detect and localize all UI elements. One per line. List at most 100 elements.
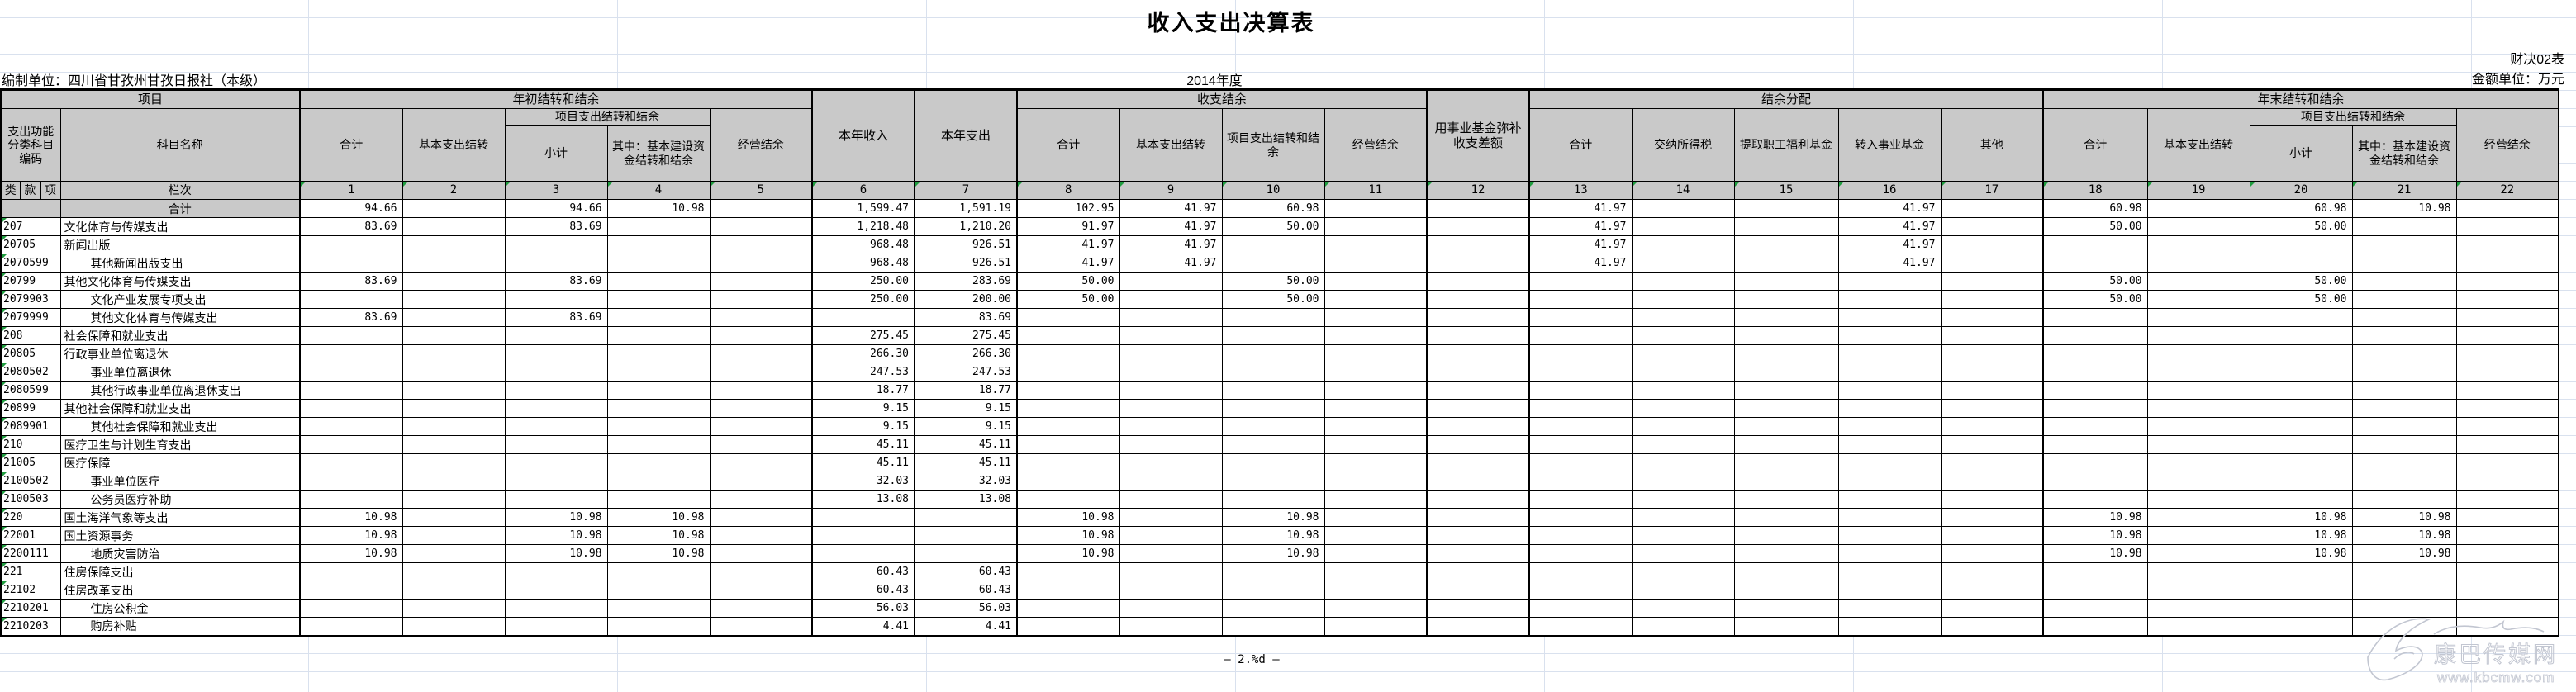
value-cell-col5[interactable] — [709, 490, 813, 509]
value-cell-col11[interactable] — [1324, 199, 1428, 218]
value-cell-col8[interactable] — [1016, 453, 1120, 472]
value-cell-col20[interactable] — [2249, 472, 2353, 491]
value-cell-col7[interactable] — [914, 544, 1018, 563]
value-cell-col17[interactable] — [1940, 272, 2044, 291]
value-cell-col14[interactable] — [1631, 599, 1735, 618]
value-cell-col15[interactable] — [1733, 235, 1839, 254]
value-cell-col15[interactable] — [1733, 254, 1839, 273]
value-cell-col8[interactable] — [1016, 599, 1120, 618]
subject-name-cell[interactable]: 住房改革支出 — [59, 581, 301, 600]
value-cell-col18[interactable] — [2042, 363, 2148, 382]
value-cell-col13[interactable] — [1528, 399, 1633, 418]
value-cell-col6[interactable]: 60.43 — [811, 562, 915, 581]
value-cell-col5[interactable] — [709, 217, 813, 236]
value-cell-col19[interactable] — [2146, 217, 2250, 236]
value-cell-col17[interactable] — [1940, 526, 2044, 545]
value-cell-col2[interactable] — [402, 290, 506, 309]
value-cell-col9[interactable] — [1119, 308, 1223, 327]
value-cell-col13[interactable] — [1528, 562, 1633, 581]
value-cell-col2[interactable] — [402, 617, 506, 636]
value-cell-col9[interactable] — [1119, 344, 1223, 363]
column-number-14[interactable]: 14 — [1631, 181, 1735, 200]
value-cell-col12[interactable] — [1426, 399, 1530, 418]
value-cell-col9[interactable] — [1119, 562, 1223, 581]
value-cell-col16[interactable] — [1837, 617, 1942, 636]
value-cell-col21[interactable] — [2351, 363, 2457, 382]
value-cell-col15[interactable] — [1733, 526, 1839, 545]
value-cell-col12[interactable] — [1426, 326, 1530, 345]
value-cell-col7[interactable]: 45.11 — [914, 435, 1018, 454]
value-cell-col7[interactable]: 9.15 — [914, 399, 1018, 418]
value-cell-col18[interactable] — [2042, 617, 2148, 636]
value-cell-col6[interactable] — [811, 508, 915, 527]
value-cell-col14[interactable] — [1631, 472, 1735, 491]
value-cell-col20[interactable] — [2249, 254, 2353, 273]
value-cell-col19[interactable] — [2146, 417, 2250, 436]
value-cell-col16[interactable] — [1837, 381, 1942, 400]
value-cell-col18[interactable] — [2042, 581, 2148, 600]
value-cell-col13[interactable]: 41.97 — [1528, 254, 1633, 273]
value-cell-col21[interactable]: 10.98 — [2351, 508, 2457, 527]
value-cell-col15[interactable] — [1733, 326, 1839, 345]
value-cell-col1[interactable]: 83.69 — [299, 217, 403, 236]
value-cell-col7[interactable]: 275.45 — [914, 326, 1018, 345]
value-cell-col15[interactable] — [1733, 508, 1839, 527]
value-cell-col16[interactable] — [1837, 490, 1942, 509]
header-begin-basic[interactable]: 基本支出结转 — [402, 108, 506, 182]
subject-name-cell[interactable]: 其他社会保障和就业支出 — [59, 417, 301, 436]
value-cell-col5[interactable] — [709, 272, 813, 291]
value-cell-col13[interactable]: 41.97 — [1528, 199, 1633, 218]
value-cell-col6[interactable]: 45.11 — [811, 453, 915, 472]
value-cell-col6[interactable] — [811, 308, 915, 327]
value-cell-col18[interactable] — [2042, 235, 2148, 254]
value-cell-col8[interactable]: 41.97 — [1016, 254, 1120, 273]
value-cell-col14[interactable] — [1631, 453, 1735, 472]
subject-name-cell[interactable]: 社会保障和就业支出 — [59, 326, 301, 345]
value-cell-col13[interactable] — [1528, 363, 1633, 382]
value-cell-col8[interactable] — [1016, 344, 1120, 363]
value-cell-col14[interactable] — [1631, 254, 1735, 273]
column-number-5[interactable]: 5 — [709, 181, 813, 200]
code-cell[interactable]: 22001 — [0, 526, 61, 545]
value-cell-col19[interactable] — [2146, 235, 2250, 254]
value-cell-col12[interactable] — [1426, 472, 1530, 491]
value-cell-col14[interactable] — [1631, 544, 1735, 563]
value-cell-col1[interactable] — [299, 290, 403, 309]
value-cell-col1[interactable]: 83.69 — [299, 272, 403, 291]
value-cell-col1[interactable]: 10.98 — [299, 544, 403, 563]
column-number-9[interactable]: 9 — [1119, 181, 1223, 200]
value-cell-col12[interactable] — [1426, 617, 1530, 636]
value-cell-col13[interactable] — [1528, 617, 1633, 636]
value-cell-col3[interactable] — [504, 490, 608, 509]
value-cell-col1[interactable]: 10.98 — [299, 508, 403, 527]
subject-name-cell[interactable]: 其他新闻出版支出 — [59, 254, 301, 273]
value-cell-col6[interactable]: 13.08 — [811, 490, 915, 509]
value-cell-col11[interactable] — [1324, 363, 1428, 382]
value-cell-col14[interactable] — [1631, 308, 1735, 327]
value-cell-col19[interactable] — [2146, 272, 2250, 291]
value-cell-col17[interactable] — [1940, 235, 2044, 254]
value-cell-col5[interactable] — [709, 544, 813, 563]
value-cell-col6[interactable]: 250.00 — [811, 272, 915, 291]
value-cell-col2[interactable] — [402, 308, 506, 327]
value-cell-col5[interactable] — [709, 290, 813, 309]
column-number-10[interactable]: 10 — [1221, 181, 1325, 200]
value-cell-col10[interactable]: 50.00 — [1221, 272, 1325, 291]
value-cell-col15[interactable] — [1733, 417, 1839, 436]
value-cell-col20[interactable]: 10.98 — [2249, 544, 2353, 563]
value-cell-col16[interactable] — [1837, 399, 1942, 418]
value-cell-col12[interactable] — [1426, 344, 1530, 363]
value-cell-col3[interactable] — [504, 581, 608, 600]
value-cell-col2[interactable] — [402, 254, 506, 273]
value-cell-col1[interactable] — [299, 381, 403, 400]
value-cell-col6[interactable]: 968.48 — [811, 254, 915, 273]
value-cell-col21[interactable] — [2351, 254, 2457, 273]
value-cell-col21[interactable] — [2351, 272, 2457, 291]
header-end-project-group[interactable]: 项目支出结转和结余 — [2249, 108, 2457, 126]
value-cell-col12[interactable] — [1426, 508, 1530, 527]
value-cell-col19[interactable] — [2146, 254, 2250, 273]
value-cell-col11[interactable] — [1324, 435, 1428, 454]
value-cell-col2[interactable] — [402, 235, 506, 254]
value-cell-col19[interactable] — [2146, 363, 2250, 382]
value-cell-col19[interactable] — [2146, 344, 2250, 363]
